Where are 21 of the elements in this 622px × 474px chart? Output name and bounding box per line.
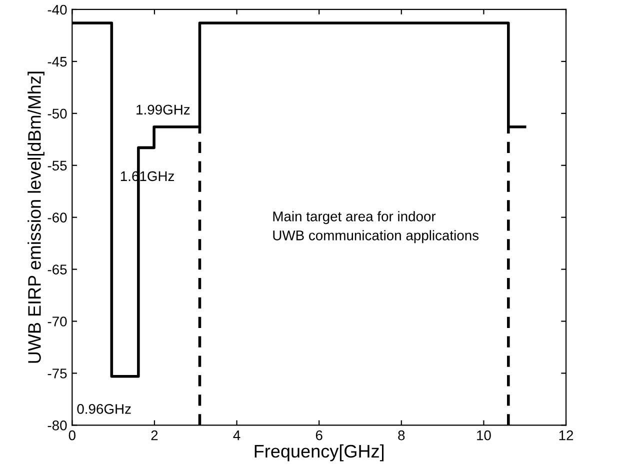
y-tick-label: -65 [48, 264, 67, 274]
y-tick-label: -45 [48, 56, 67, 67]
y-tick-label: -40 [48, 4, 67, 15]
x-axis-title: Frequency[GHz] [254, 444, 384, 462]
y-tick-label: -55 [48, 160, 67, 171]
x-tick-label: 0 [68, 430, 76, 440]
y-tick-label: -80 [48, 420, 67, 430]
annotation: 1.99GHz [136, 104, 190, 115]
x-tick-label: 2 [151, 430, 158, 440]
y-tick-label: -75 [48, 368, 67, 378]
annotation: 0.96GHz [77, 404, 131, 414]
y-tick-label: -50 [48, 108, 67, 119]
y-axis-title: UWB EIRP emission level[dBm/Mhz] [28, 72, 44, 363]
x-tick-label: 6 [316, 430, 322, 440]
x-tick-label: 12 [559, 430, 574, 440]
x-tick-label: 10 [477, 430, 491, 440]
annotation: Main target area for indoor UWB communication applications [273, 211, 479, 244]
x-tick-label: 4 [233, 430, 240, 440]
y-tick-label: -70 [48, 316, 67, 326]
y-tick-label: -60 [48, 212, 67, 222]
x-tick-label: 8 [398, 430, 405, 440]
